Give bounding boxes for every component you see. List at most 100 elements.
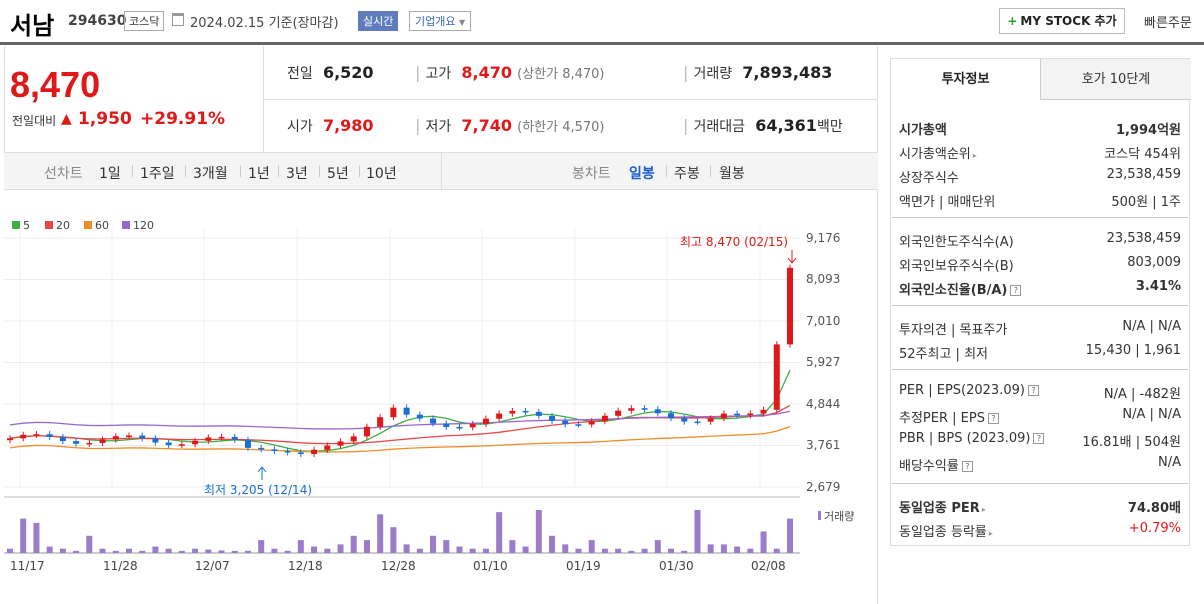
panel-divider — [892, 483, 1188, 484]
panel-divider — [892, 217, 1188, 218]
x-tick: 02/08 — [751, 559, 786, 573]
volume-bar — [681, 550, 688, 553]
volume-bar — [86, 535, 93, 553]
legend-ma60: 60 — [84, 219, 109, 232]
candle-body — [165, 442, 172, 446]
price-chart[interactable] — [0, 200, 880, 604]
period-1d[interactable]: 1일 — [99, 166, 121, 182]
volume-bar — [7, 548, 13, 553]
tab-orderbook-10[interactable]: 호가 10단계 — [1041, 59, 1191, 100]
volume-bar — [258, 540, 265, 553]
y-tick: 3,761 — [806, 438, 841, 452]
candle-daily[interactable]: 일봉 — [629, 166, 655, 182]
company-info-dropdown[interactable]: 기업개요 ▼ — [409, 11, 472, 31]
volume-bar — [668, 548, 675, 553]
period-5y[interactable]: 5년 — [327, 166, 349, 182]
candle-body — [337, 441, 344, 446]
y-tick: 9,176 — [806, 231, 841, 245]
moving-average-line — [9, 410, 791, 430]
y-tick: 4,844 — [806, 397, 841, 411]
volume-bar — [337, 544, 344, 553]
candle-body — [403, 407, 410, 415]
help-icon[interactable]: ? — [987, 413, 999, 424]
info-label: 외국인소진율(B/A)? — [899, 279, 1022, 298]
candle-body — [350, 436, 357, 442]
caret-right-icon: ▸ — [972, 151, 977, 160]
volume-bar — [575, 548, 582, 553]
candle-body — [284, 450, 291, 453]
candle-chart-label: 봉차트 — [572, 166, 611, 182]
info-value: 15,430 | 1,961 — [1085, 343, 1181, 358]
stock-code: 294630 — [68, 13, 127, 29]
info-value: N/A — [1158, 455, 1181, 470]
change-label: 전일대비 — [12, 114, 57, 128]
stat-high: | 고가 8,470 (상한가 8,470) — [415, 63, 605, 82]
info-value: 3.41% — [1135, 279, 1181, 294]
period-1y[interactable]: 1년 — [248, 166, 270, 182]
candle-monthly[interactable]: 월봉 — [719, 166, 745, 182]
period-1w[interactable]: 1주일 — [140, 166, 175, 182]
candle-body — [377, 417, 384, 427]
stat-low: | 저가 7,740 (하한가 4,570) — [415, 116, 605, 135]
candle-body — [73, 441, 80, 444]
stat-volume: | 거래량 7,893,483 — [683, 63, 833, 82]
info-value: 74.80배 — [1127, 501, 1181, 516]
info-value: 코스닥 454위 — [1104, 147, 1181, 162]
tab-investment-info[interactable]: 투자정보 — [891, 59, 1041, 100]
info-label[interactable]: 동일업종 PER ▸ — [899, 501, 986, 516]
volume-bar — [205, 549, 212, 553]
candle-body — [205, 437, 212, 441]
help-icon[interactable]: ? — [961, 461, 973, 472]
volume-bar — [747, 548, 754, 553]
help-icon[interactable]: ? — [1027, 385, 1039, 396]
candle-body — [747, 413, 754, 416]
volume-bar — [20, 518, 27, 553]
candle-body — [668, 413, 675, 419]
candle-body — [33, 434, 40, 436]
volume-bar — [588, 540, 595, 553]
period-10y[interactable]: 10년 — [366, 166, 397, 182]
period-3y[interactable]: 3년 — [286, 166, 308, 182]
volume-bar — [535, 510, 542, 553]
realtime-button[interactable]: 실시간 — [358, 11, 399, 31]
quick-order-link[interactable]: 빠른주문 — [1144, 16, 1192, 31]
volume-bar — [416, 548, 423, 553]
calendar-icon — [172, 13, 184, 26]
period-3m[interactable]: 3개월 — [193, 166, 228, 182]
candle-body — [271, 449, 278, 451]
info-label[interactable]: 시가총액순위 ▸ — [899, 147, 977, 162]
info-label[interactable]: 동일업종 등락률 ▸ — [899, 525, 993, 540]
high-arrow-head — [787, 257, 797, 264]
add-mystock-button[interactable]: + MY STOCK 추가 — [999, 8, 1125, 34]
candle-body — [311, 449, 318, 455]
x-tick: 01/10 — [473, 559, 508, 573]
x-tick: 12/07 — [195, 559, 230, 573]
candle-weekly[interactable]: 주봉 — [674, 166, 700, 182]
stat-open: 시가 7,980 — [287, 116, 374, 135]
candle-body — [46, 434, 53, 437]
header-divider — [0, 42, 1204, 45]
help-icon[interactable]: ? — [1010, 285, 1022, 296]
y-tick: 2,679 — [806, 480, 841, 494]
volume-bar — [297, 540, 304, 553]
volume-bar — [443, 540, 450, 553]
candle-body — [178, 444, 185, 446]
candle-body — [707, 418, 714, 422]
volume-bar — [734, 546, 741, 553]
volume-bar — [469, 548, 476, 553]
chart-period-bar: 선차트 1일 1주일 3개월 1년 3년 5년 10년 봉차트 일봉 주봉 월봉 — [4, 152, 878, 190]
volume-bar — [284, 550, 291, 553]
volume-bar — [125, 548, 132, 553]
info-value: +0.79% — [1128, 521, 1181, 536]
panel-divider — [892, 305, 1188, 306]
candle-body — [99, 439, 106, 443]
candle-body — [760, 409, 767, 414]
info-label: 배당수익률? — [899, 455, 973, 474]
volume-bar — [324, 548, 331, 553]
volume-bar — [377, 514, 384, 553]
help-icon[interactable]: ? — [1033, 433, 1045, 444]
candle-body — [443, 423, 450, 427]
candle-body — [654, 409, 661, 414]
volume-bar — [350, 535, 357, 553]
candle-body — [456, 426, 463, 429]
